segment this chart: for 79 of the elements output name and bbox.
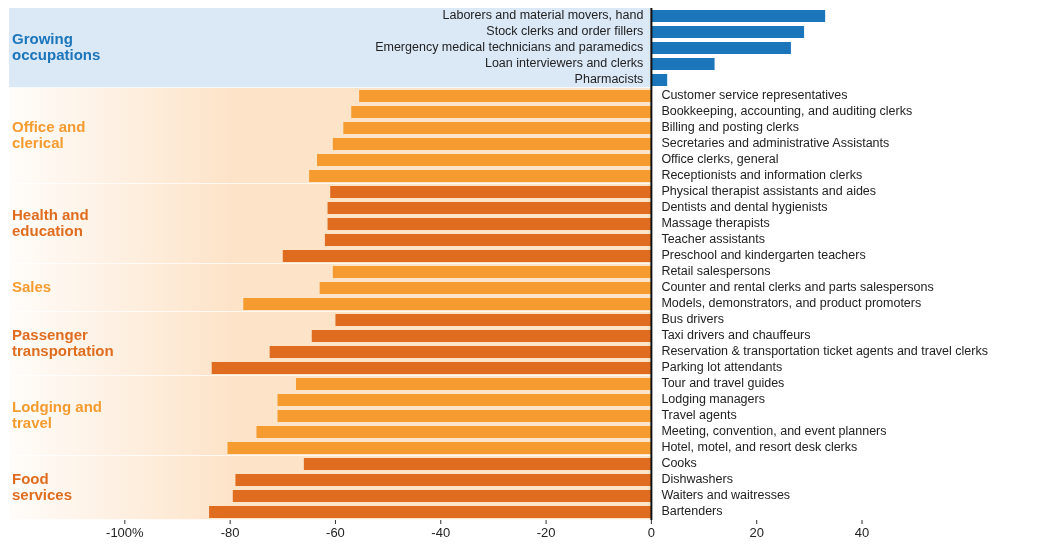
bar (282, 250, 652, 262)
y-tick-label: Massage therapists (661, 216, 770, 231)
band-label: Health and education (12, 205, 89, 239)
x-tick-label: -40 (431, 525, 451, 540)
band-label: Sales (12, 277, 52, 295)
y-tick-label: Dishwashers (661, 472, 733, 487)
y-tick-label: Secretaries and administrative Assistants (661, 136, 890, 151)
x-tick-label: 40 (854, 525, 870, 540)
bar (232, 490, 652, 502)
bar (317, 154, 652, 166)
bar (351, 106, 652, 118)
bar (651, 58, 715, 70)
y-tick-label: Retail salespersons (661, 264, 771, 279)
bar (209, 506, 652, 518)
x-tick-label: -20 (536, 525, 556, 540)
y-tick-label: Hotel, motel, and resort desk clerks (661, 440, 858, 455)
bar (651, 74, 668, 86)
y-tick-label: Cooks (661, 456, 697, 471)
bar (269, 346, 652, 358)
y-tick-label: Physical therapist assistants and aides (661, 184, 877, 199)
y-tick-label: Receptionists and information clerks (661, 168, 863, 183)
bar (277, 410, 652, 422)
bar (327, 218, 652, 230)
bar (227, 442, 652, 454)
y-tick-label: Counter and rental clerks and parts salespersons (661, 280, 934, 295)
y-tick-label: Preschool and kindergarten teachers (661, 248, 866, 263)
y-tick-label: Tour and travel guides (661, 376, 785, 391)
bar (319, 282, 652, 294)
band-label: Office and clerical (12, 117, 86, 151)
y-tick-label: Billing and posting clerks (661, 120, 799, 135)
x-tick-label: -80 (220, 525, 240, 540)
x-tick-label: 20 (749, 525, 764, 540)
y-tick-label: Dentists and dental hygienists (661, 200, 828, 215)
y-tick-label: Taxi drivers and chauffeurs (661, 328, 811, 343)
bar (335, 314, 652, 326)
y-tick-label: Lodging managers (661, 392, 765, 407)
bar (295, 378, 652, 390)
bar (311, 330, 652, 342)
y-tick-label: Emergency medical technicians and paramedics (375, 40, 644, 55)
bar (235, 474, 652, 486)
y-tick-label: Models, demonstrators, and product promoters (661, 296, 922, 311)
y-tick-label: Bus drivers (661, 312, 724, 327)
y-tick-label: Pharmacists (574, 72, 644, 87)
bar (303, 458, 652, 470)
y-tick-label: Laborers and material movers, hand (442, 8, 644, 23)
y-tick-label: Waiters and waitresses (661, 488, 791, 503)
bar (330, 186, 652, 198)
bar (651, 26, 805, 38)
y-tick-label: Reservation & transportation ticket agents and travel clerks (661, 344, 988, 359)
band-label: Food services (12, 469, 73, 503)
bar (343, 122, 652, 134)
bar (243, 298, 652, 310)
bar (327, 202, 652, 214)
y-tick-label: Teacher assistants (661, 232, 765, 247)
bar (324, 234, 652, 246)
x-tick-label: -60 (326, 525, 345, 540)
y-tick-label: Bookkeeping, accounting, and auditing clerks (661, 104, 913, 119)
bar (211, 362, 652, 374)
bar (332, 266, 652, 278)
y-tick-label: Stock clerks and order fillers (486, 24, 644, 39)
bar (359, 90, 652, 102)
y-tick-label: Travel agents (661, 408, 737, 423)
y-tick-label: Bartenders (661, 504, 723, 519)
bar (256, 426, 652, 438)
y-tick-label: Parking lot attendants (661, 360, 783, 375)
bar (651, 10, 826, 22)
bar (277, 394, 652, 406)
band-label: Growing occupations (12, 29, 101, 63)
band-label: Passenger transportation (12, 325, 114, 359)
y-tick-label: Customer service representatives (661, 88, 848, 103)
bar (309, 170, 652, 182)
y-tick-label: Office clerks, general (661, 152, 779, 167)
x-tick-label: -100% (106, 525, 145, 540)
bar (651, 42, 791, 54)
y-tick-label: Loan interviewers and clerks (484, 56, 644, 71)
bar (332, 138, 652, 150)
x-tick-label: 0 (647, 525, 655, 540)
y-tick-label: Meeting, convention, and event planners (661, 424, 887, 439)
band-label: Lodging and travel (12, 397, 102, 431)
